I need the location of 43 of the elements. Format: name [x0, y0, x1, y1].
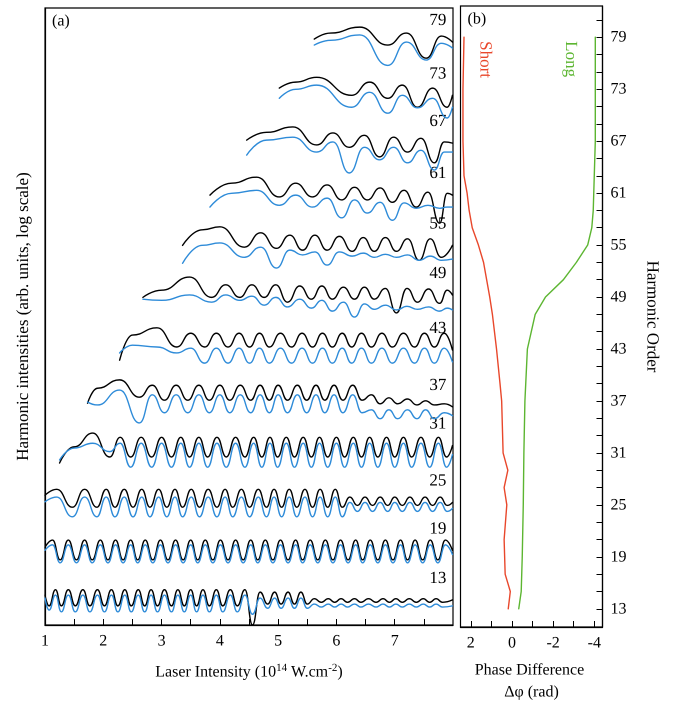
series-label: 31 [429, 414, 446, 433]
y-tick-label: 19 [610, 548, 626, 566]
y-tick-label: 13 [610, 600, 626, 618]
x-tick-label: 4 [216, 632, 224, 650]
series-label: 43 [429, 318, 446, 337]
y-axis-title: Harmonic intensities (arb. units, log scale) [13, 172, 32, 461]
x-tick-label: 1 [41, 632, 49, 650]
y-tick-label: 43 [610, 340, 626, 358]
x-tick-label: 2 [99, 632, 108, 650]
series-label: 25 [429, 470, 446, 490]
y-tick-label: 37 [610, 392, 626, 410]
series-label: 49 [429, 262, 446, 282]
y-tick-label: 73 [610, 80, 626, 98]
series-label: 73 [429, 63, 446, 82]
x-tick-label: -2 [546, 634, 560, 652]
series-label: 61 [429, 163, 446, 182]
y-tick-label: 31 [610, 444, 626, 462]
y-tick-label: 67 [610, 132, 626, 150]
x-tick-label: 3 [158, 632, 166, 650]
x-tick-label: 5 [274, 632, 282, 650]
y-tick-label: 49 [610, 288, 626, 306]
series-label: 13 [429, 568, 446, 587]
x-tick-label: 7 [390, 632, 399, 650]
line-series [518, 36, 596, 610]
y-tick-label: 25 [610, 496, 626, 514]
series-label: 79 [429, 10, 446, 30]
series-label: 67 [429, 111, 447, 130]
text: Short [476, 41, 496, 78]
y-tick-label: 61 [610, 184, 626, 202]
x-tick-label: -4 [588, 634, 601, 652]
series-label: 37 [429, 374, 447, 394]
x-tick-label: 2 [466, 634, 475, 652]
y-tick-label: 55 [610, 236, 626, 254]
annotation: (b) [468, 10, 486, 28]
y-tick-label: 79 [610, 28, 626, 46]
y-axis-title: Harmonic Order [644, 260, 662, 373]
x-tick-label: 6 [332, 632, 340, 650]
series-label: 19 [429, 518, 446, 538]
text: Long [562, 41, 581, 78]
line-series [462, 36, 512, 610]
x-tick-label: 0 [508, 634, 516, 652]
annotation: (a) [52, 12, 70, 30]
x-axis-title: Phase Difference Δφ (rad) [474, 662, 588, 700]
